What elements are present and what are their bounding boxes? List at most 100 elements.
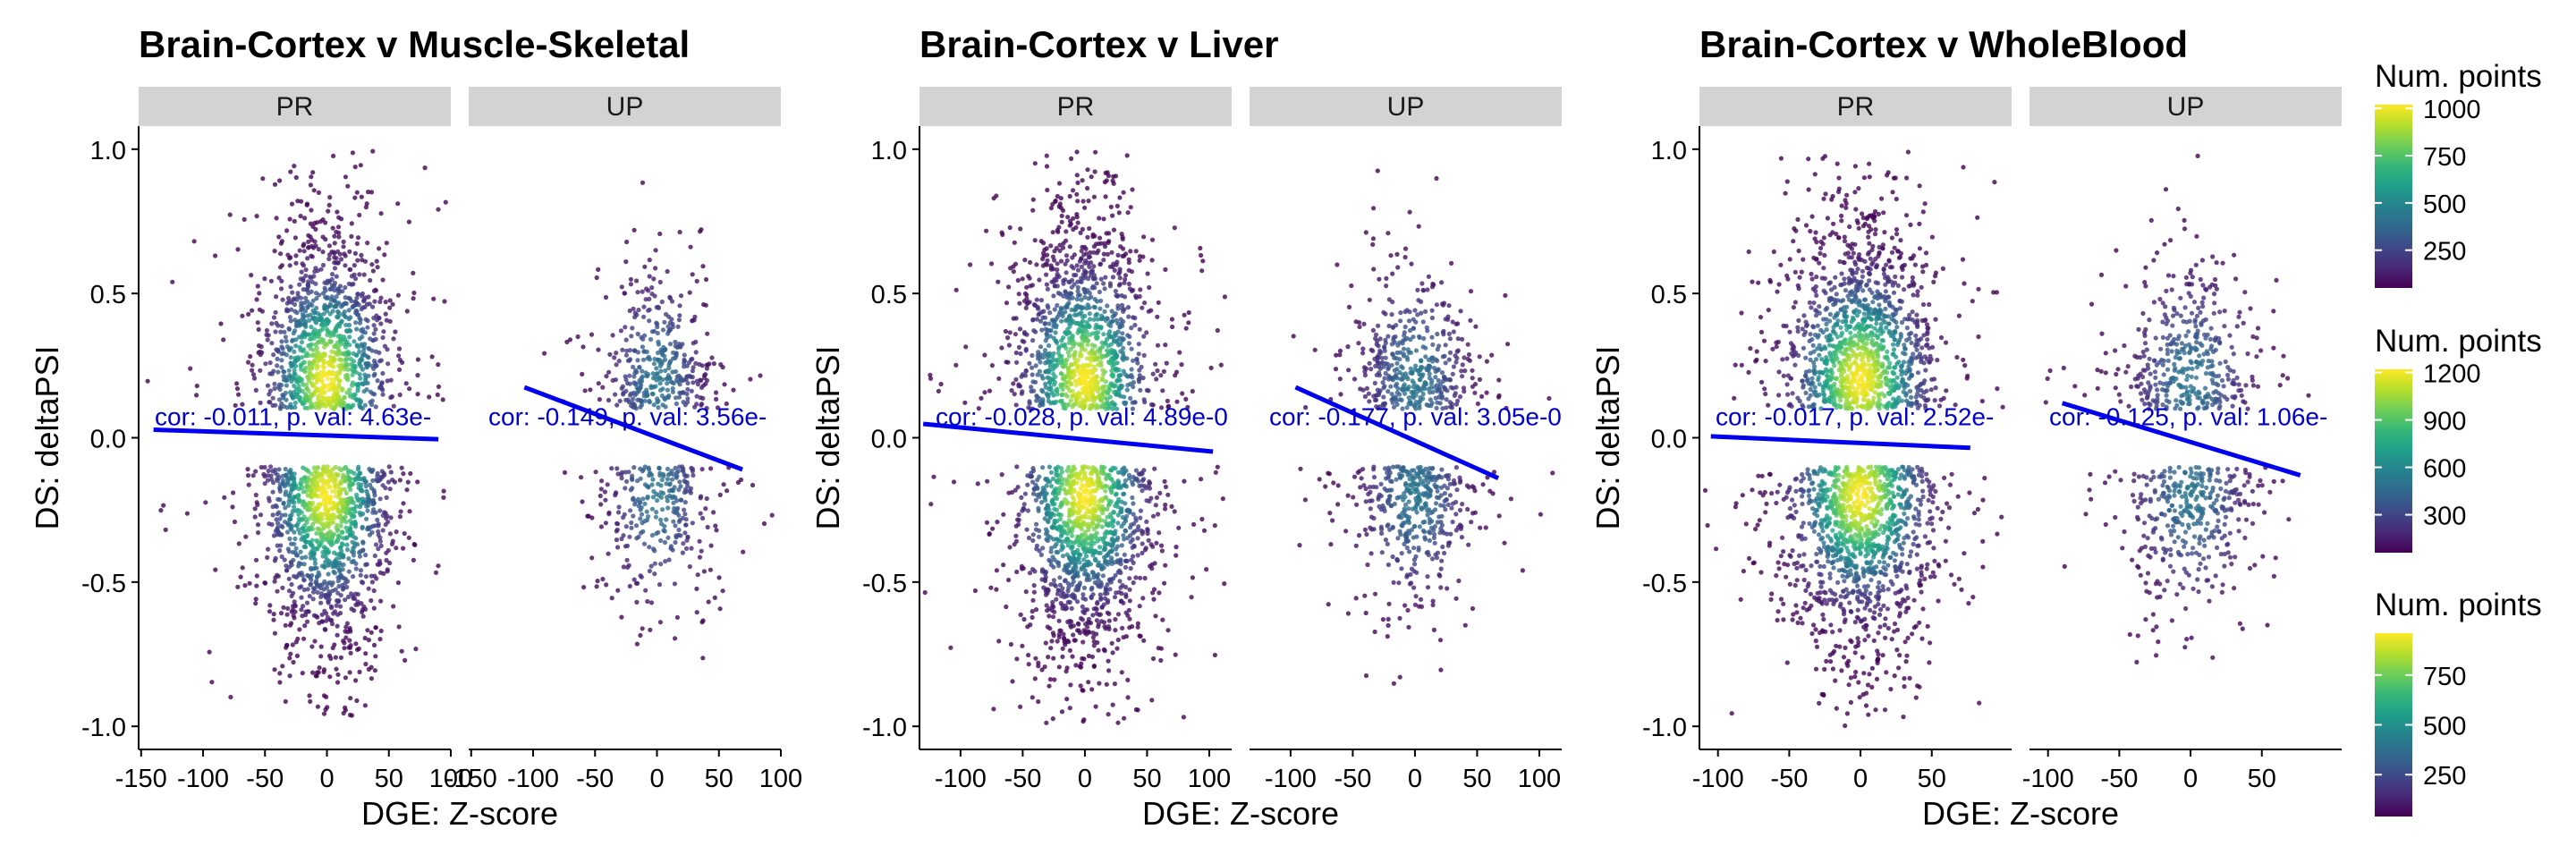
data-point [315, 350, 319, 354]
data-point [313, 319, 318, 324]
data-point [381, 571, 386, 576]
data-point [671, 547, 675, 552]
data-point [304, 534, 309, 538]
data-point [1103, 286, 1107, 291]
data-point [353, 641, 358, 646]
data-point [992, 196, 996, 200]
data-point [393, 329, 397, 334]
data-point [1078, 292, 1082, 297]
data-point [1115, 721, 1120, 725]
data-point [632, 315, 637, 319]
data-point [705, 363, 709, 368]
data-point [257, 291, 261, 295]
data-point [696, 572, 700, 577]
data-point [1129, 326, 1133, 330]
data-point [357, 213, 361, 217]
data-point [279, 383, 284, 387]
data-point [315, 366, 319, 370]
data-point [1040, 389, 1045, 393]
data-point [305, 481, 309, 486]
data-point [664, 517, 668, 521]
data-point [1105, 231, 1109, 235]
data-point [339, 216, 343, 221]
data-point [627, 535, 631, 539]
data-point [652, 329, 657, 334]
annotation-group: cor: -0.149, p. val: 3.56e- [488, 403, 767, 431]
data-point [341, 312, 345, 317]
data-point [285, 613, 290, 617]
data-point [335, 680, 340, 684]
data-point [644, 297, 648, 301]
data-point [631, 307, 636, 311]
data-point [1093, 343, 1097, 348]
data-point [640, 512, 644, 517]
data-point [615, 528, 620, 532]
data-point [666, 366, 671, 370]
data-point [360, 525, 365, 529]
data-point [322, 486, 326, 491]
data-point [267, 609, 272, 613]
data-point [1059, 307, 1063, 311]
data-point [267, 603, 272, 607]
data-point [310, 170, 315, 174]
data-point [1107, 619, 1112, 623]
data-point [706, 525, 710, 529]
data-point [275, 216, 279, 220]
data-point [1086, 276, 1090, 281]
data-point [277, 671, 282, 675]
data-point [301, 332, 306, 336]
data-point [606, 552, 611, 556]
data-point [407, 220, 411, 224]
data-point [276, 574, 281, 579]
data-point [340, 289, 344, 293]
data-point [1021, 617, 1026, 622]
data-point [648, 274, 652, 278]
data-point [315, 615, 319, 620]
data-point [1131, 521, 1136, 526]
data-point [288, 170, 292, 174]
data-point [276, 350, 281, 354]
data-point [309, 573, 314, 578]
data-point [359, 568, 363, 572]
data-point [253, 514, 258, 519]
data-point [657, 232, 662, 236]
data-point [707, 599, 711, 604]
data-point [372, 588, 377, 593]
data-point [1017, 512, 1021, 517]
data-point [407, 509, 411, 513]
data-point [347, 639, 352, 643]
data-point [289, 355, 293, 360]
data-point [1162, 369, 1166, 374]
data-point [1030, 208, 1035, 213]
data-point [699, 227, 703, 232]
data-point [673, 523, 677, 528]
data-point [324, 619, 328, 623]
data-point [583, 388, 588, 393]
data-point [272, 533, 276, 537]
data-point [323, 546, 327, 550]
data-point [349, 643, 353, 647]
data-point [308, 699, 312, 704]
data-point [1062, 636, 1066, 640]
data-point [303, 485, 308, 489]
data-point [1179, 362, 1183, 367]
data-point [1061, 278, 1065, 283]
data-point [953, 363, 958, 368]
data-point [984, 229, 988, 233]
data-point [671, 520, 675, 524]
data-point [274, 556, 278, 561]
data-point [1049, 484, 1054, 488]
data-point [1075, 215, 1080, 219]
data-point [1093, 297, 1097, 301]
data-point [301, 261, 305, 266]
data-point [649, 285, 654, 290]
data-point [678, 484, 682, 488]
legend-tick-label: 250 [2423, 238, 2466, 267]
data-point [1123, 483, 1127, 487]
data-point [314, 306, 318, 310]
data-point [689, 491, 693, 495]
data-point [317, 190, 321, 195]
data-point [331, 309, 335, 313]
data-point [1043, 664, 1047, 669]
data-point [263, 581, 267, 586]
